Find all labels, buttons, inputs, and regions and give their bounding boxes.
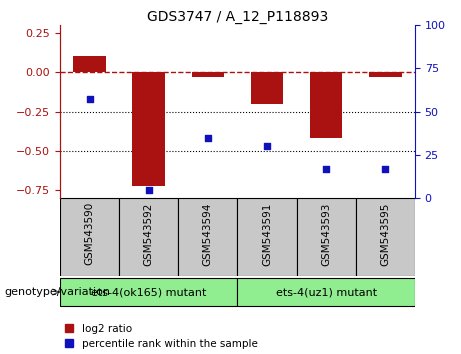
Text: ets-4(ok165) mutant: ets-4(ok165) mutant bbox=[91, 287, 207, 297]
Bar bbox=[192, 72, 224, 77]
Bar bbox=[73, 56, 106, 72]
Text: GSM543591: GSM543591 bbox=[262, 202, 272, 266]
Bar bbox=[251, 72, 283, 104]
Text: genotype/variation: genotype/variation bbox=[5, 287, 111, 297]
Text: GSM543594: GSM543594 bbox=[203, 202, 213, 266]
Bar bbox=[60, 278, 237, 306]
Text: ets-4(uz1) mutant: ets-4(uz1) mutant bbox=[276, 287, 377, 297]
Bar bbox=[237, 278, 415, 306]
Title: GDS3747 / A_12_P118893: GDS3747 / A_12_P118893 bbox=[147, 10, 328, 24]
Bar bbox=[132, 72, 165, 185]
Bar bbox=[369, 72, 402, 77]
Point bbox=[382, 166, 389, 172]
Point bbox=[204, 135, 212, 140]
Point bbox=[322, 166, 330, 172]
Text: GSM543590: GSM543590 bbox=[84, 202, 95, 266]
Bar bbox=[356, 198, 415, 276]
Point bbox=[263, 143, 271, 149]
Text: GSM543592: GSM543592 bbox=[144, 202, 154, 266]
Legend: log2 ratio, percentile rank within the sample: log2 ratio, percentile rank within the s… bbox=[65, 324, 258, 349]
Bar bbox=[60, 198, 119, 276]
Bar bbox=[237, 198, 296, 276]
Bar bbox=[296, 198, 356, 276]
Point bbox=[145, 187, 152, 193]
Text: GSM543593: GSM543593 bbox=[321, 202, 331, 266]
Point bbox=[86, 97, 93, 102]
Bar bbox=[119, 198, 178, 276]
Bar bbox=[178, 198, 237, 276]
Bar bbox=[310, 72, 343, 138]
Text: GSM543595: GSM543595 bbox=[380, 202, 390, 266]
